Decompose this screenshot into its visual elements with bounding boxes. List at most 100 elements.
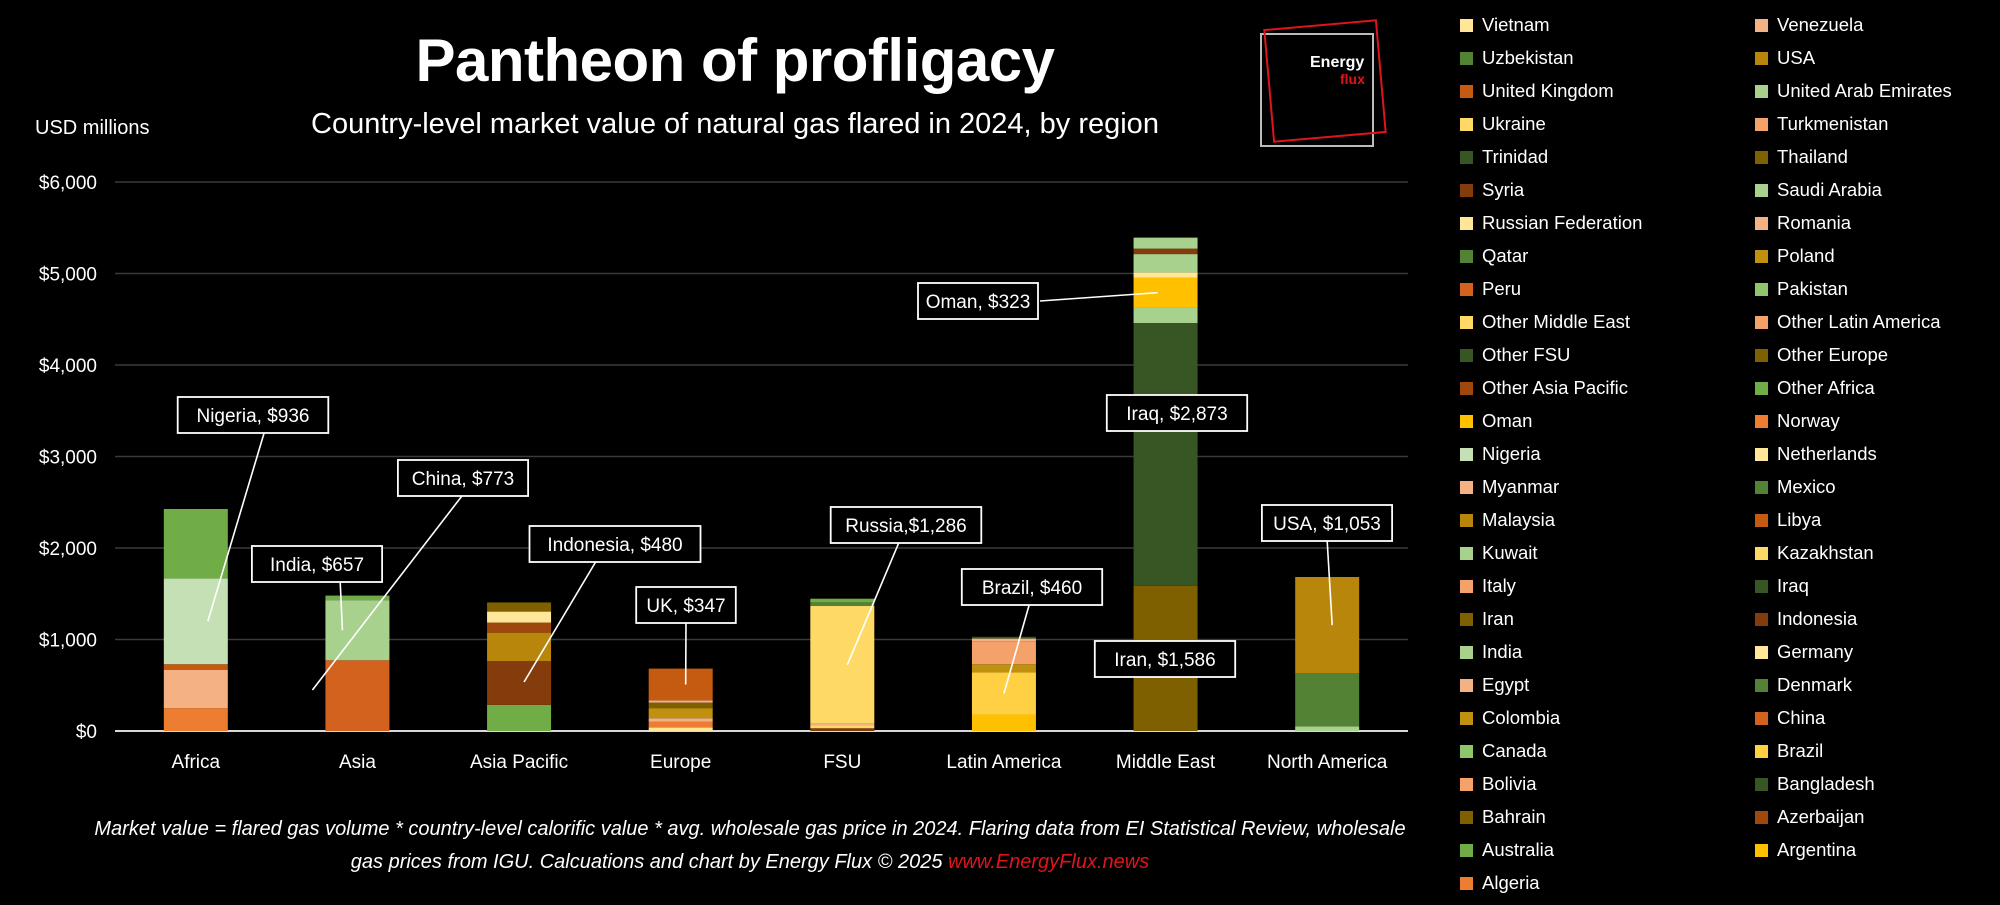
legend-entry: Algeria bbox=[1460, 870, 1540, 896]
legend-swatch bbox=[1460, 579, 1473, 593]
legend-entry: Italy bbox=[1460, 573, 1516, 599]
bar-segment-romania bbox=[648, 700, 713, 703]
footnote-line-1: Market value = flared gas volume * count… bbox=[94, 818, 1406, 840]
callout-label: Indonesia, $480 bbox=[547, 535, 682, 556]
callout-leader-line bbox=[311, 491, 466, 691]
bar-segment-argentina bbox=[971, 714, 1036, 731]
legend-label: India bbox=[1482, 641, 1523, 662]
stacked-bar-chart: $0 $1,000 $2,000 $3,000 $4,000 $5,000 $6,000 Af… bbox=[39, 173, 1408, 773]
callout-label: Russia,$1,286 bbox=[845, 516, 966, 537]
y-tick-label: $4,000 bbox=[39, 356, 97, 377]
legend-entry: Other FSU bbox=[1460, 342, 1570, 368]
legend-swatch bbox=[1755, 282, 1768, 296]
bar-segment-oman bbox=[1133, 277, 1198, 308]
legend-entry: Ukraine bbox=[1460, 111, 1546, 137]
legend-entry: Iran bbox=[1460, 606, 1514, 632]
bar-segment-norway bbox=[648, 721, 713, 728]
legend-swatch bbox=[1460, 18, 1473, 32]
footnote-url[interactable]: www.EnergyFlux bbox=[948, 851, 1097, 873]
bar-segment-other-asia-pacific bbox=[487, 622, 552, 633]
bar-segment-vietnam bbox=[487, 611, 552, 623]
legend-swatch bbox=[1755, 216, 1768, 230]
legend-swatch bbox=[1755, 447, 1768, 461]
bar-segment-trinidad bbox=[971, 636, 1036, 639]
legend-label: Italy bbox=[1482, 575, 1516, 596]
footnote-url-tail[interactable]: .news bbox=[1096, 851, 1150, 873]
legend-swatch bbox=[1755, 150, 1768, 164]
x-category-label: North America bbox=[1267, 752, 1388, 773]
bar-segment-turkmenistan bbox=[810, 723, 875, 726]
bar-segment-netherlands bbox=[648, 727, 713, 731]
legend-label: United Kingdom bbox=[1482, 80, 1614, 101]
callout-box bbox=[829, 506, 983, 544]
legend-entry: Egypt bbox=[1460, 672, 1529, 698]
bar-segment-venezuela bbox=[971, 638, 1036, 642]
legend-label: Brazil bbox=[1777, 740, 1824, 761]
legend-entry: Colombia bbox=[1460, 705, 1560, 731]
legend-entry: Canada bbox=[1460, 738, 1547, 764]
bar-segment-canada bbox=[1295, 726, 1360, 731]
legend-entry: Turkmenistan bbox=[1755, 111, 1888, 137]
callout-box bbox=[250, 545, 383, 583]
legend-label: Bangladesh bbox=[1777, 773, 1875, 794]
legend-swatch bbox=[1755, 480, 1768, 494]
callout-label: Brazil, $460 bbox=[982, 578, 1082, 599]
legend-swatch bbox=[1460, 249, 1473, 263]
bar-segment-other-fsu bbox=[810, 602, 875, 607]
legend-entry: Peru bbox=[1460, 276, 1521, 302]
legend-swatch bbox=[1755, 744, 1768, 758]
legend-label: Azerbaijan bbox=[1777, 806, 1865, 827]
legend-swatch bbox=[1755, 414, 1768, 428]
legend-label: Libya bbox=[1777, 509, 1822, 530]
legend-entry: Other Asia Pacific bbox=[1460, 375, 1628, 401]
legend-swatch bbox=[1460, 678, 1473, 692]
legend-label: Oman bbox=[1482, 410, 1533, 431]
legend-entry: Russian Federation bbox=[1460, 210, 1642, 236]
legend-entry: Pakistan bbox=[1755, 276, 1848, 302]
bar-segment-thailand bbox=[487, 602, 552, 612]
legend-label: Nigeria bbox=[1482, 443, 1541, 464]
bar-segment-other-latin-america bbox=[971, 641, 1036, 665]
x-category-label: Asia bbox=[339, 752, 376, 773]
x-category-label: Europe bbox=[650, 752, 711, 773]
legend-entry: India bbox=[1460, 639, 1522, 665]
callout-leader-line bbox=[207, 429, 266, 622]
callout-leader-line bbox=[1326, 537, 1333, 626]
footnote-line-2-text: gas prices from IGU. Calcuations and cha… bbox=[350, 851, 949, 873]
bar-segment-indonesia bbox=[487, 661, 552, 705]
legend-entry: China bbox=[1755, 705, 1825, 731]
legend-label: Canada bbox=[1482, 740, 1547, 761]
legend-entry: USA bbox=[1755, 45, 1815, 71]
legend-label: Other FSU bbox=[1482, 344, 1571, 365]
bar-segment-syria bbox=[1133, 248, 1198, 255]
legend-swatch bbox=[1460, 117, 1473, 131]
legend-label: Poland bbox=[1777, 245, 1835, 266]
legend-entry: Nigeria bbox=[1460, 441, 1541, 467]
logo-text-energy: Energy bbox=[1310, 54, 1365, 71]
legend-label: Ukraine bbox=[1482, 113, 1546, 134]
bar-segment-mexico bbox=[1295, 673, 1360, 727]
callout-leader-line bbox=[339, 577, 344, 631]
legend-label: Other Africa bbox=[1777, 377, 1875, 398]
bar-segment-other-middle-east bbox=[1133, 272, 1198, 278]
legend-swatch bbox=[1460, 51, 1473, 65]
legend-label: Germany bbox=[1777, 641, 1854, 662]
chart-footnote: Market value = flared gas volume * count… bbox=[75, 813, 1425, 879]
legend-swatch bbox=[1460, 810, 1473, 824]
legend-entry: Other Middle East bbox=[1460, 309, 1630, 335]
legend-entry: Indonesia bbox=[1755, 606, 1857, 632]
legend-entry: Trinidad bbox=[1460, 144, 1548, 170]
legend-entry: Myanmar bbox=[1460, 474, 1559, 500]
legend-entry: Saudi Arabia bbox=[1755, 177, 1882, 203]
legend-label: Argentina bbox=[1777, 839, 1857, 860]
legend-swatch bbox=[1460, 348, 1473, 362]
chart-subtitle: Country-level market value of natural ga… bbox=[311, 108, 1159, 140]
legend-swatch bbox=[1755, 51, 1768, 65]
x-category-label: Latin America bbox=[946, 752, 1062, 773]
legend-entry: Netherlands bbox=[1755, 441, 1877, 467]
legend-swatch bbox=[1755, 249, 1768, 263]
legend-swatch bbox=[1460, 744, 1473, 758]
bar-segment-nigeria bbox=[163, 578, 228, 665]
legend-swatch bbox=[1460, 777, 1473, 791]
legend-label: Vietnam bbox=[1482, 14, 1550, 35]
